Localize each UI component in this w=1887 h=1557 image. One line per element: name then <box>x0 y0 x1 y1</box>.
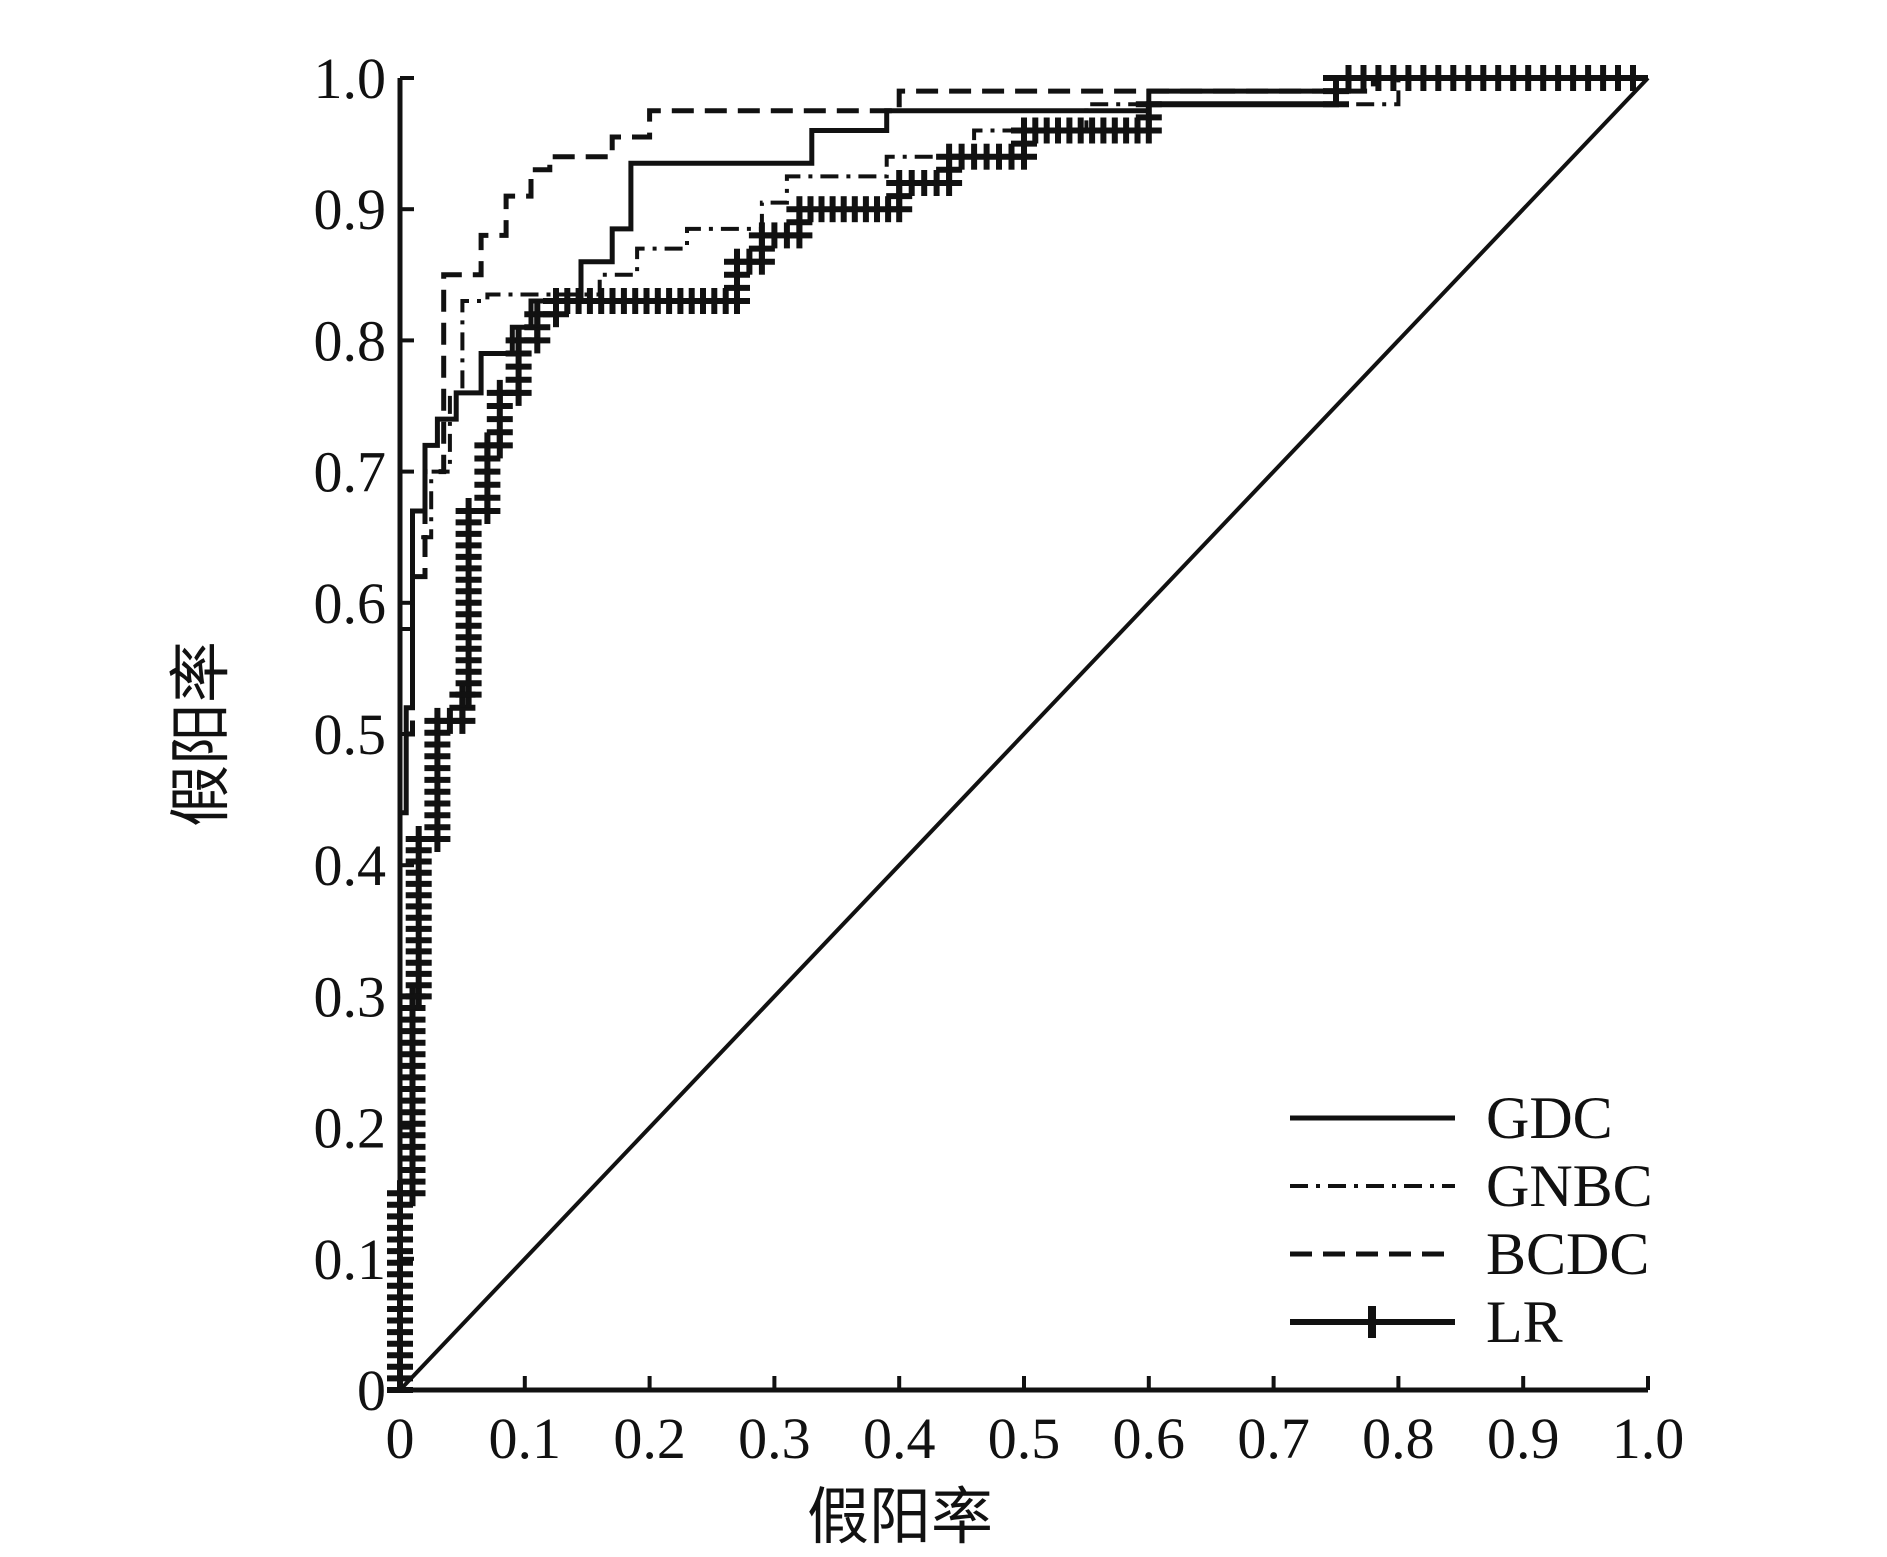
series-markers-lr <box>387 65 1636 1393</box>
x-tick-label: 0.9 <box>1487 1406 1560 1471</box>
x-tick-label: 1.0 <box>1612 1406 1685 1471</box>
y-tick-label: 0.4 <box>314 833 387 898</box>
y-tick-label: 0.2 <box>314 1096 387 1161</box>
legend-label: LR <box>1486 1289 1563 1355</box>
y-tick-label: 0 <box>357 1358 386 1423</box>
x-tick-label: 0.3 <box>738 1406 811 1471</box>
legend-item-bcdc: BCDC <box>1290 1221 1649 1287</box>
y-tick-label: 0.9 <box>314 177 387 242</box>
x-tick-label: 0.4 <box>863 1406 936 1471</box>
legend-label: BCDC <box>1486 1221 1649 1287</box>
series-line-unnamed-4 <box>398 76 1650 1392</box>
x-tick-label: 0.5 <box>988 1406 1061 1471</box>
legend-label: GDC <box>1486 1085 1613 1151</box>
series-line-gnbc <box>398 76 1648 1390</box>
series-group <box>387 65 1650 1393</box>
x-tick-label: 0.1 <box>489 1406 562 1471</box>
x-tick-label: 0.2 <box>613 1406 686 1471</box>
y-tick-label: 0.6 <box>314 571 387 636</box>
x-tick-label: 0 <box>386 1406 415 1471</box>
ticks-group: 0 0.1 0.2 0.3 0.4 0.5 0.6 0.7 0.8 0.9 1.0 0 0.1 0.2 0.… <box>314 46 1685 1471</box>
x-tick-label: 0.7 <box>1237 1406 1310 1471</box>
x-tick-label: 0.8 <box>1362 1406 1435 1471</box>
y-axis-title: 假阳率 <box>168 641 236 827</box>
legend-label: GNBC <box>1486 1153 1653 1219</box>
x-axis-title: 假阳率 <box>807 1484 993 1552</box>
y-tick-label: 0.3 <box>314 964 387 1029</box>
y-tick-label: 0.1 <box>314 1227 387 1292</box>
series-line-bcdc <box>397 75 1648 1390</box>
x-tick-label: 0.6 <box>1113 1406 1186 1471</box>
legend-item-gdc: GDC <box>1290 1085 1613 1151</box>
y-tick-label: 0.5 <box>314 702 387 767</box>
y-tick-label: 1.0 <box>314 46 387 111</box>
legend-item-lr: LR <box>1290 1289 1563 1355</box>
legend-item-gnbc: GNBC <box>1290 1153 1653 1219</box>
y-tick-label: 0.8 <box>314 308 387 373</box>
y-tick-label: 0.7 <box>314 440 387 505</box>
